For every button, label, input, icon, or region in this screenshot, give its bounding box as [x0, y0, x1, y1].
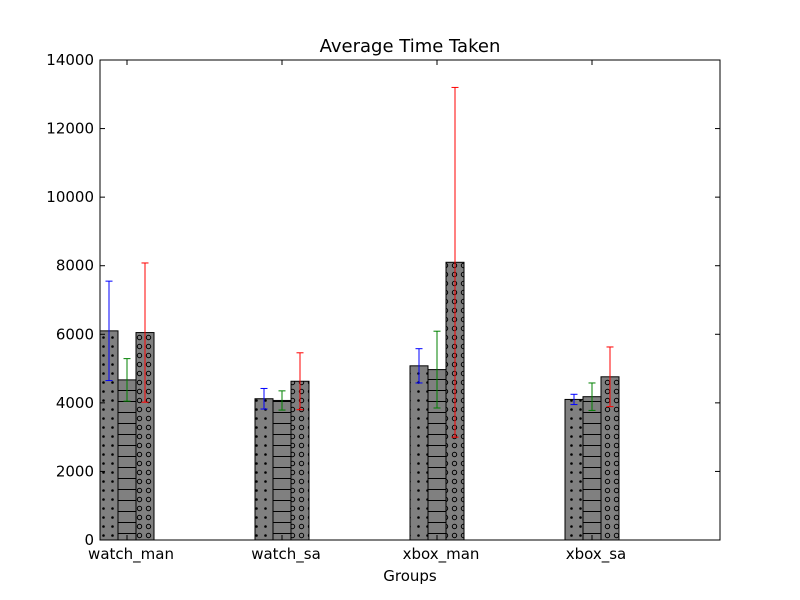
- error-bar-watch_sa-series-2: [278, 390, 286, 411]
- bar-xbox_sa-series-1: [564, 398, 584, 541]
- error-bar-watch_man-series-1: [105, 280, 113, 382]
- x-tick-label-xbox_man: xbox_man: [403, 545, 480, 564]
- y-tick-label: 14000: [46, 51, 94, 69]
- y-tick-label: 4000: [56, 394, 94, 412]
- error-bar-watch_man-series-2: [123, 358, 131, 402]
- bar-xbox_man-series-1: [409, 365, 429, 541]
- bar-watch_sa-series-2: [272, 399, 292, 541]
- bar-xbox_sa-series-2: [582, 396, 602, 541]
- y-tick-label: 6000: [56, 325, 94, 343]
- bar-watch_man-series-2: [117, 379, 137, 541]
- x-axis-label: Groups: [383, 567, 437, 585]
- chart-title: Average Time Taken: [320, 36, 501, 57]
- y-tick-label: 0: [84, 531, 94, 549]
- error-bar-watch_sa-series-3: [296, 352, 304, 411]
- y-tick-label: 12000: [46, 120, 94, 138]
- error-bar-xbox_sa-series-3: [606, 346, 614, 408]
- y-tick-label: 2000: [56, 462, 94, 480]
- x-axis: watch_man watch_sa xbox_man xbox_sa: [88, 60, 626, 564]
- error-bar-xbox_man-series-3: [451, 86, 459, 438]
- x-tick-label-watch_sa: watch_sa: [251, 545, 321, 564]
- x-tick-label-xbox_sa: xbox_sa: [566, 545, 627, 564]
- y-tick-label: 8000: [56, 257, 94, 275]
- error-bar-watch_man-series-3: [141, 262, 149, 403]
- bars-layer: [99, 261, 620, 541]
- y-tick-label: 10000: [46, 188, 94, 206]
- y-axis: 0 2000 4000 6000 8000 10000 12000 14000: [46, 51, 720, 549]
- error-bar-xbox_sa-series-2: [588, 382, 596, 411]
- error-bar-xbox_man-series-2: [433, 330, 441, 409]
- error-bar-watch_sa-series-1: [260, 387, 268, 410]
- error-bar-xbox_sa-series-1: [570, 393, 578, 406]
- x-tick-label-watch_man: watch_man: [88, 545, 174, 564]
- error-bars-layer: [105, 86, 614, 438]
- bar-watch_sa-series-1: [254, 398, 274, 541]
- error-bar-xbox_man-series-1: [415, 348, 423, 384]
- plot-frame: [99, 59, 721, 541]
